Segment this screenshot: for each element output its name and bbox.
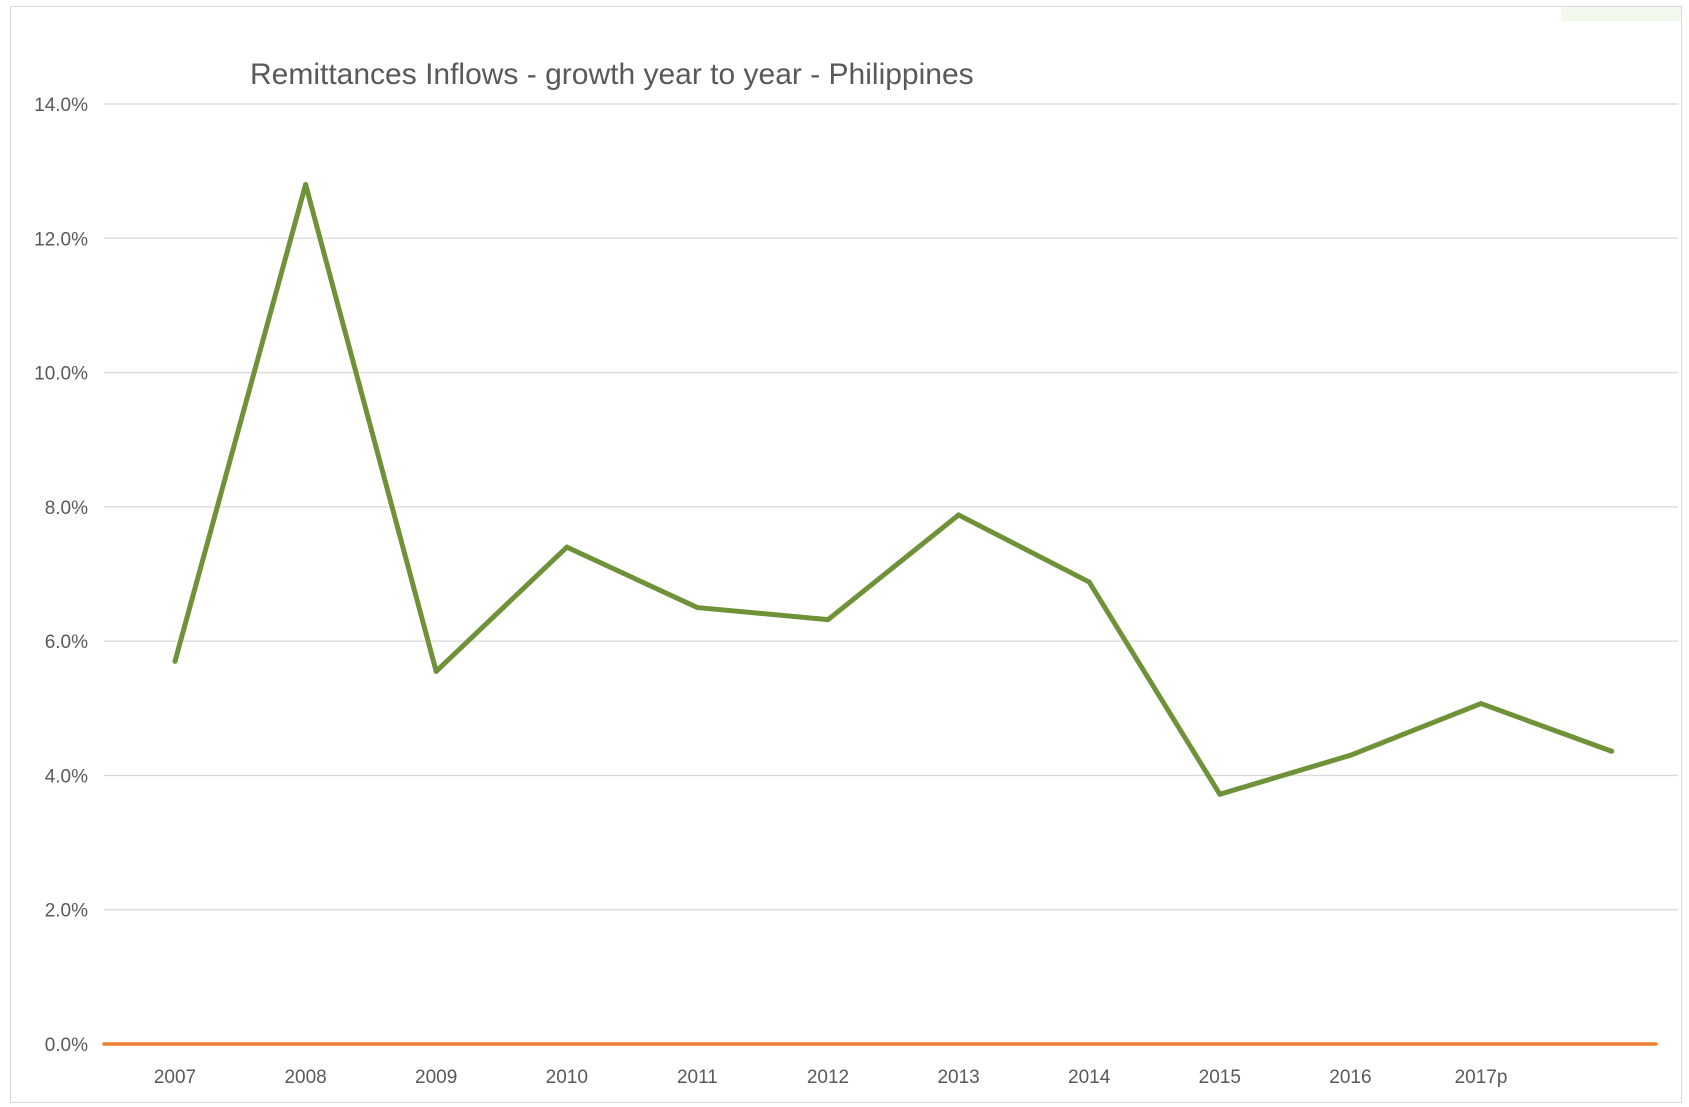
x-tick-label: 2014 xyxy=(1068,1067,1111,1088)
chart-title: Remittances Inflows - growth year to yea… xyxy=(250,58,974,91)
series-lines xyxy=(102,182,1658,1046)
data-point xyxy=(825,617,831,623)
data-point xyxy=(1347,752,1353,758)
y-axis-ticks: 0.0% 2.0% 4.0% 6.0% 8.0% 10.0% 12.0% 14.0% xyxy=(34,95,88,1056)
y-tick-label: 6.0% xyxy=(45,632,88,653)
data-point xyxy=(172,658,178,664)
x-tick-label: 2016 xyxy=(1329,1067,1371,1088)
y-tick-label: 2.0% xyxy=(45,901,88,922)
x-tick-label: 2007 xyxy=(154,1067,196,1088)
corner-accent xyxy=(1561,7,1681,21)
x-tick-label: 2013 xyxy=(937,1067,979,1088)
y-tick-label: 8.0% xyxy=(45,498,88,519)
x-tick-label: 2008 xyxy=(284,1067,326,1088)
y-tick-label: 10.0% xyxy=(34,364,88,385)
chart-frame xyxy=(10,6,1682,1103)
y-tick-label: 14.0% xyxy=(34,95,88,116)
x-tick-label: 2017p xyxy=(1455,1067,1508,1088)
y-tick-label: 4.0% xyxy=(45,766,88,787)
data-point xyxy=(1478,701,1484,707)
x-tick-label: 2009 xyxy=(415,1067,457,1088)
growth-series-line xyxy=(172,182,1615,797)
data-point xyxy=(303,182,309,188)
data-point xyxy=(1086,579,1092,585)
x-tick-label: 2012 xyxy=(807,1067,849,1088)
x-tick-label: 2015 xyxy=(1199,1067,1241,1088)
data-point xyxy=(956,512,962,518)
x-tick-label: 2011 xyxy=(677,1067,718,1088)
y-tick-label: 12.0% xyxy=(34,229,88,250)
y-tick-label: 0.0% xyxy=(45,1035,88,1056)
gridlines xyxy=(104,103,1678,911)
data-point xyxy=(1609,748,1615,754)
data-point xyxy=(564,544,570,550)
data-point xyxy=(1217,791,1223,797)
data-point xyxy=(694,605,700,611)
data-point xyxy=(433,668,439,674)
x-axis-ticks: 2007 2008 2009 2010 2011 2012 2013 2014 2015 2016… xyxy=(154,1067,1508,1088)
x-tick-label: 2010 xyxy=(546,1067,588,1088)
